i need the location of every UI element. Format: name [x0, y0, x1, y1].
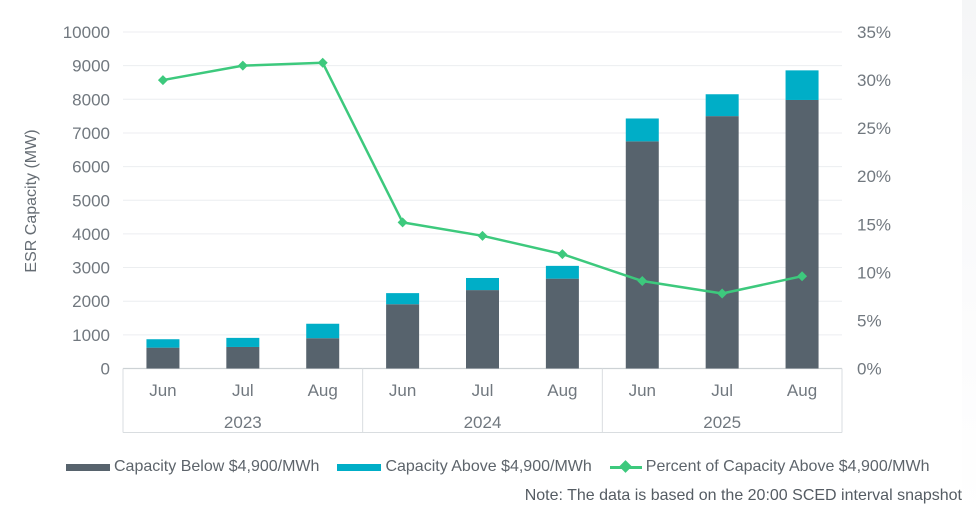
y-right-tick-label: 35% [857, 23, 891, 42]
percent-line-marker-2 [317, 57, 328, 68]
y-right-tick-label: 0% [857, 360, 882, 379]
legend-label-capacity-below: Capacity Below $4,900/MWh [114, 458, 320, 475]
percent-line-marker-5 [557, 249, 568, 260]
y-left-tick-label: 8000 [72, 90, 110, 109]
bar-segment-above-jun-3 [386, 293, 420, 305]
x-month-label: Aug [547, 381, 577, 400]
right-edge-strip [962, 0, 976, 518]
x-month-label: Jun [149, 381, 176, 400]
x-year-label: 2023 [224, 413, 262, 432]
bar-segment-above-aug-8 [785, 70, 819, 100]
percent-line-marker-3 [397, 217, 408, 228]
legend-item-capacity-below: Capacity Below $4,900/MWh [66, 458, 319, 476]
bar-segment-below-jun-6 [625, 141, 659, 369]
bar-segment-below-jun-3 [386, 304, 420, 369]
y-left-tick-label: 0 [101, 360, 110, 379]
percent-line-marker-6 [637, 276, 648, 287]
bar-segment-below-aug-2 [306, 338, 340, 369]
chart-legend: Capacity Below $4,900/MWh Capacity Above… [66, 458, 930, 476]
bar-segment-above-jul-7 [705, 94, 739, 117]
bar-segment-above-jun-6 [625, 118, 659, 142]
x-year-label: 2024 [464, 413, 502, 432]
bar-segment-above-aug-2 [306, 323, 340, 339]
legend-swatch-above-icon [337, 463, 382, 471]
y-left-tick-label: 4000 [72, 225, 110, 244]
percent-line-marker-7 [717, 288, 728, 299]
y-left-tick-label: 10000 [63, 23, 110, 42]
x-month-label: Aug [308, 381, 338, 400]
y-left-tick-label: 2000 [72, 292, 110, 311]
percent-line-marker-0 [157, 75, 168, 86]
x-month-label: Jun [629, 381, 656, 400]
x-month-label: Jun [389, 381, 416, 400]
bar-segment-below-jul-1 [226, 346, 260, 369]
x-month-label: Jul [472, 381, 494, 400]
footnote: Note: The data is based on the 20:00 SCE… [524, 487, 962, 504]
legend-label-percent-above: Percent of Capacity Above $4,900/MWh [645, 458, 930, 475]
y-left-tick-label: 1000 [72, 326, 110, 345]
y-right-tick-label: 25% [857, 119, 891, 138]
percent-line-marker-4 [477, 230, 488, 241]
y-left-tick-label: 9000 [72, 57, 110, 76]
x-month-label: Jul [232, 381, 254, 400]
y-left-tick-label: 3000 [72, 259, 110, 278]
y-right-tick-label: 10% [857, 263, 891, 282]
legend-swatch-below-icon [66, 463, 110, 471]
x-month-label: Aug [787, 381, 817, 400]
x-month-label: Jul [711, 381, 733, 400]
bar-segment-above-aug-5 [545, 265, 579, 279]
y-left-tick-label: 6000 [72, 158, 110, 177]
y-left-tick-label: 7000 [72, 124, 110, 143]
legend-line-diamond-marker-icon [609, 459, 642, 473]
percent-line-marker-1 [237, 60, 248, 71]
bar-segment-below-aug-8 [785, 99, 819, 369]
bar-segment-above-jul-1 [226, 337, 260, 347]
y-right-tick-label: 5% [857, 311, 882, 330]
combo-chart-plot: ESR Capacity (MW) 0 1000 2000 3000 4000 5000 6… [23, 23, 891, 433]
y-right-tick-label: 15% [857, 215, 891, 234]
bar-segment-above-jun-0 [146, 339, 180, 348]
y-right-tick-label: 30% [857, 71, 891, 90]
y-left-tick-label: 5000 [72, 191, 110, 210]
legend-item-percent-above: Percent of Capacity Above $4,900/MWh [609, 458, 930, 476]
percent-line-marker-8 [797, 271, 808, 282]
bar-segment-below-jul-4 [466, 290, 499, 369]
x-year-label: 2025 [703, 413, 741, 432]
legend-label-capacity-above: Capacity Above $4,900/MWh [385, 458, 592, 475]
bar-segment-below-jul-7 [705, 116, 739, 369]
legend-item-capacity-above: Capacity Above $4,900/MWh [337, 458, 592, 476]
bar-segment-below-aug-5 [545, 278, 579, 369]
bar-segment-below-jun-0 [146, 347, 180, 369]
y-axis-title: ESR Capacity (MW) [23, 129, 40, 272]
bar-segment-above-jul-4 [466, 277, 499, 291]
y-right-tick-label: 20% [857, 167, 891, 186]
